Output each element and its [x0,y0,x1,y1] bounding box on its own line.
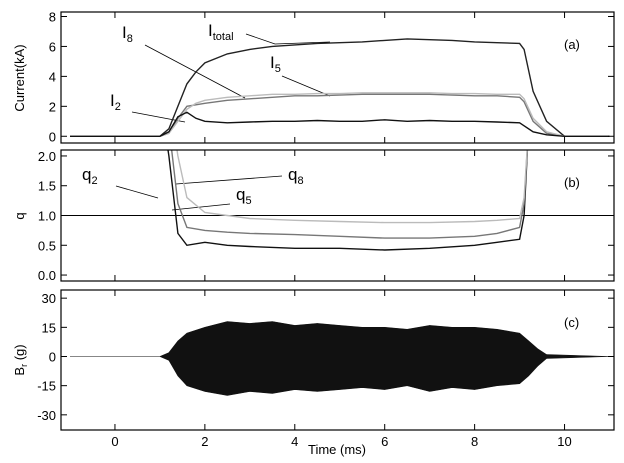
leader [115,185,159,199]
series-label: Itotal [208,21,234,43]
y-tick-label: 1.5 [38,179,56,194]
plot-area [70,321,610,396]
x-tick-label: 2 [201,434,208,449]
leader [144,44,246,99]
series-line [70,38,610,137]
y-tick-label: -30 [37,408,56,423]
series-line [70,93,610,137]
x-tick-label: 4 [291,434,298,449]
x-tick-label: 8 [471,434,478,449]
series-line [167,150,529,251]
y-tick-label: 0 [49,129,56,144]
y-tick-label: 8 [49,9,56,24]
series-label: I2 [110,91,121,113]
series-label: q2 [82,165,98,187]
panel-frame [60,289,615,431]
panel-label: (a) [564,37,580,52]
y-tick-label: -15 [37,379,56,394]
y-tick-label: 4 [49,69,56,84]
leader [245,33,331,45]
panel-label: (c) [564,315,579,330]
plot-area [70,38,610,137]
y-tick-label: 0 [49,350,56,365]
series-label: I5 [270,53,281,75]
y-tick-label: 15 [42,320,56,335]
y-axis-label: Current(kA) [12,44,27,111]
series-line [170,150,528,239]
y-tick-label: 2 [49,99,56,114]
series-label: q8 [288,165,304,187]
series-label: q5 [236,185,252,207]
plot-area [61,150,614,251]
y-tick-label: 0.5 [38,238,56,253]
y-axis-label: q [12,212,27,219]
series-label: I8 [122,23,133,45]
panel-label: (b) [564,175,580,190]
y-tick-label: 30 [42,291,56,306]
series-line [176,150,528,224]
series-line [70,92,610,137]
y-tick-label: 2.0 [38,149,56,164]
y-tick-label: 0.0 [38,268,56,283]
x-tick-label: 10 [557,434,571,449]
x-tick-label: 0 [111,434,118,449]
y-tick-label: 1.0 [38,209,56,224]
leader [171,203,231,211]
y-axis-label: Br (g) [12,344,29,375]
y-tick-label: 6 [49,39,56,54]
panel-frame [60,11,615,144]
signal-envelope [70,321,610,396]
x-axis-label: Time (ms) [308,442,366,457]
x-tick-label: 6 [381,434,388,449]
leader [175,175,283,185]
leader [281,75,331,97]
series-line [70,111,610,137]
